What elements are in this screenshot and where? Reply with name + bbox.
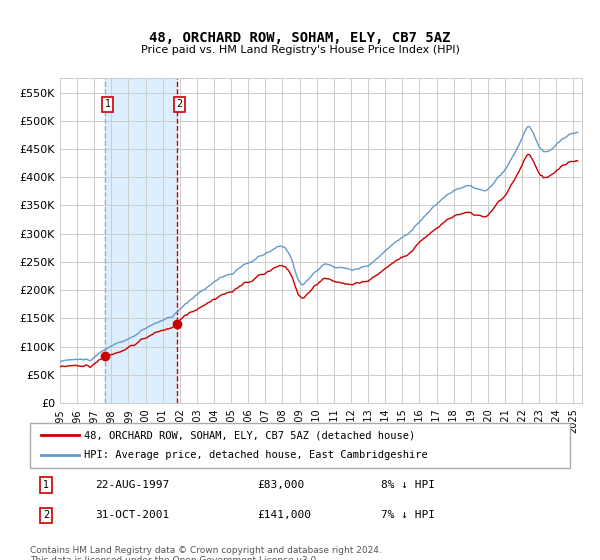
Text: £141,000: £141,000 [257,510,311,520]
Bar [105,78,177,403]
Text: Price paid vs. HM Land Registry's House Price Index (HPI): Price paid vs. HM Land Registry's House … [140,45,460,55]
Text: Contains HM Land Registry data © Crown copyright and database right 2024.
This d: Contains HM Land Registry data © Crown c… [30,546,382,560]
Text: 48, ORCHARD ROW, SOHAM, ELY, CB7 5AZ (detached house): 48, ORCHARD ROW, SOHAM, ELY, CB7 5AZ (de… [84,430,415,440]
Text: 31-OCT-2001: 31-OCT-2001 [95,510,169,520]
Text: 1: 1 [104,99,111,109]
Text: 2: 2 [176,99,182,109]
Text: 2: 2 [43,510,49,520]
Text: 8% ↓ HPI: 8% ↓ HPI [381,480,435,490]
Text: £83,000: £83,000 [257,480,304,490]
Text: 22-AUG-1997: 22-AUG-1997 [95,480,169,490]
Text: 7% ↓ HPI: 7% ↓ HPI [381,510,435,520]
FancyBboxPatch shape [30,423,570,468]
Text: HPI: Average price, detached house, East Cambridgeshire: HPI: Average price, detached house, East… [84,450,428,460]
Text: 48, ORCHARD ROW, SOHAM, ELY, CB7 5AZ: 48, ORCHARD ROW, SOHAM, ELY, CB7 5AZ [149,31,451,45]
Text: 1: 1 [43,480,49,490]
